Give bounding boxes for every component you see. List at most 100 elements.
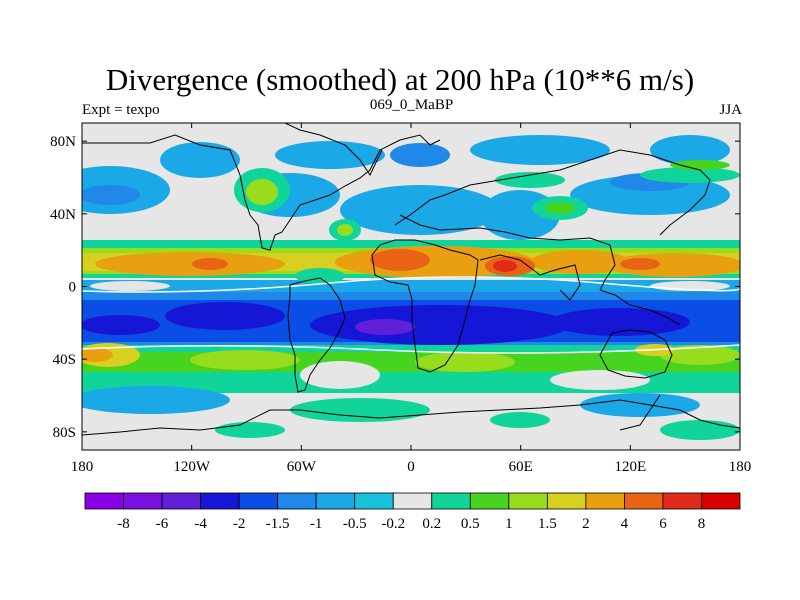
field-blob — [310, 305, 570, 345]
colorbar-swatch — [277, 492, 317, 510]
x-tick-label: 0 — [407, 459, 415, 475]
colorbar-swatch — [354, 492, 394, 510]
colorbar-label: -8 — [117, 516, 130, 532]
colorbar-label: -1.5 — [266, 516, 290, 532]
field-blob — [493, 260, 517, 272]
colorbar-swatch — [392, 492, 433, 510]
y-axis: 80N 40N 0 40S 80S — [50, 134, 740, 441]
field-blob — [470, 135, 610, 165]
colorbar-label: -0.5 — [343, 516, 367, 532]
chart-title: Divergence (smoothed) at 200 hPa (10**6 … — [105, 62, 695, 97]
colorbar-swatch — [315, 492, 356, 510]
coastline — [287, 277, 346, 393]
field-blob — [580, 393, 700, 417]
coastline — [599, 329, 673, 379]
colorbar-swatch — [469, 492, 510, 510]
coastline — [619, 394, 661, 431]
field-blob — [82, 185, 140, 205]
colorbar-swatch — [662, 492, 702, 510]
colorbar: -8 -6 -4 -2 -1.5 -1 -0.5 -0.2 0.2 0.5 1 1.5 2 4 6 8 — [84, 492, 741, 532]
field-blob — [550, 370, 650, 390]
colorbar-label: 4 — [621, 516, 629, 532]
field-blob — [215, 422, 285, 438]
x-tick-label: 60W — [287, 459, 317, 475]
field-blob — [82, 315, 160, 335]
field-blob — [192, 258, 228, 270]
colorbar-swatch — [546, 492, 587, 510]
colorbar-label: -4 — [194, 516, 207, 532]
colorbar-swatch — [84, 492, 124, 510]
field-blob — [390, 143, 450, 167]
field-blob — [90, 281, 170, 291]
contour-line — [82, 276, 740, 293]
x-axis: 180 120W 60W 0 60E 120E 180 — [71, 123, 752, 475]
field-blob — [300, 361, 380, 389]
field-blob — [670, 160, 730, 170]
field-blob — [246, 179, 278, 205]
field-blob — [165, 302, 285, 330]
field-blob — [490, 412, 550, 428]
colorbar-label: 0.2 — [422, 516, 441, 532]
coastline — [371, 239, 479, 373]
field-band — [82, 280, 740, 294]
colorbar-swatch — [238, 492, 279, 510]
field-blob — [337, 224, 353, 236]
colorbar-label: -2 — [233, 516, 246, 532]
coastlines — [82, 123, 740, 436]
coastline — [394, 149, 711, 236]
coastline — [82, 399, 740, 436]
colorbar-label: -1 — [310, 516, 323, 532]
colorbar-swatch — [123, 492, 163, 510]
x-tick-label: 60E — [509, 459, 533, 475]
season-label: JJA — [719, 102, 742, 118]
field-blob — [570, 175, 730, 215]
colorbar-label: -6 — [156, 516, 169, 532]
field-blob — [545, 202, 575, 214]
y-tick-label: 40S — [53, 352, 76, 368]
colorbar-label: 8 — [698, 516, 706, 532]
field-blob — [340, 185, 500, 235]
colorbar-label: 6 — [659, 516, 667, 532]
x-tick-label: 120E — [614, 459, 646, 475]
field-blob — [160, 142, 240, 178]
colorbar-label: 1 — [505, 516, 513, 532]
colorbar-swatch — [585, 492, 625, 510]
colorbar-swatch — [200, 492, 240, 510]
coastline — [479, 254, 581, 301]
y-tick-label: 80N — [50, 134, 76, 150]
field-blob — [82, 348, 113, 362]
y-tick-label: 40N — [50, 207, 76, 223]
coastline — [599, 289, 681, 326]
divergence-field — [82, 135, 740, 440]
field-blob — [82, 386, 230, 414]
field-blob — [370, 249, 430, 271]
field-blob — [640, 167, 740, 183]
colorbar-swatch — [701, 492, 741, 510]
field-blob — [290, 398, 430, 422]
field-band — [82, 352, 740, 372]
field-blob — [650, 135, 730, 165]
field-blob — [95, 252, 285, 276]
coastline — [284, 123, 383, 177]
field-blob — [355, 319, 415, 335]
colorbar-swatch — [624, 492, 664, 510]
colorbar-label: 1.5 — [538, 516, 557, 532]
field-blob — [620, 258, 660, 270]
field-blob — [660, 420, 740, 440]
x-tick-label: 120W — [173, 459, 211, 475]
colorbar-label: 0.5 — [461, 516, 480, 532]
colorbar-label: -0.2 — [381, 516, 405, 532]
colorbar-swatch — [161, 492, 201, 510]
colorbar-swatch — [431, 492, 471, 510]
field-blob — [660, 345, 740, 365]
field-blob — [275, 141, 385, 169]
field-blob — [550, 308, 690, 336]
x-tick-label: 180 — [729, 459, 752, 475]
field-blob — [190, 350, 300, 370]
y-tick-label: 0 — [69, 280, 77, 296]
field-blob — [530, 250, 630, 274]
coastline — [399, 214, 616, 291]
coastline — [82, 134, 441, 251]
colorbar-label: 2 — [582, 516, 590, 532]
